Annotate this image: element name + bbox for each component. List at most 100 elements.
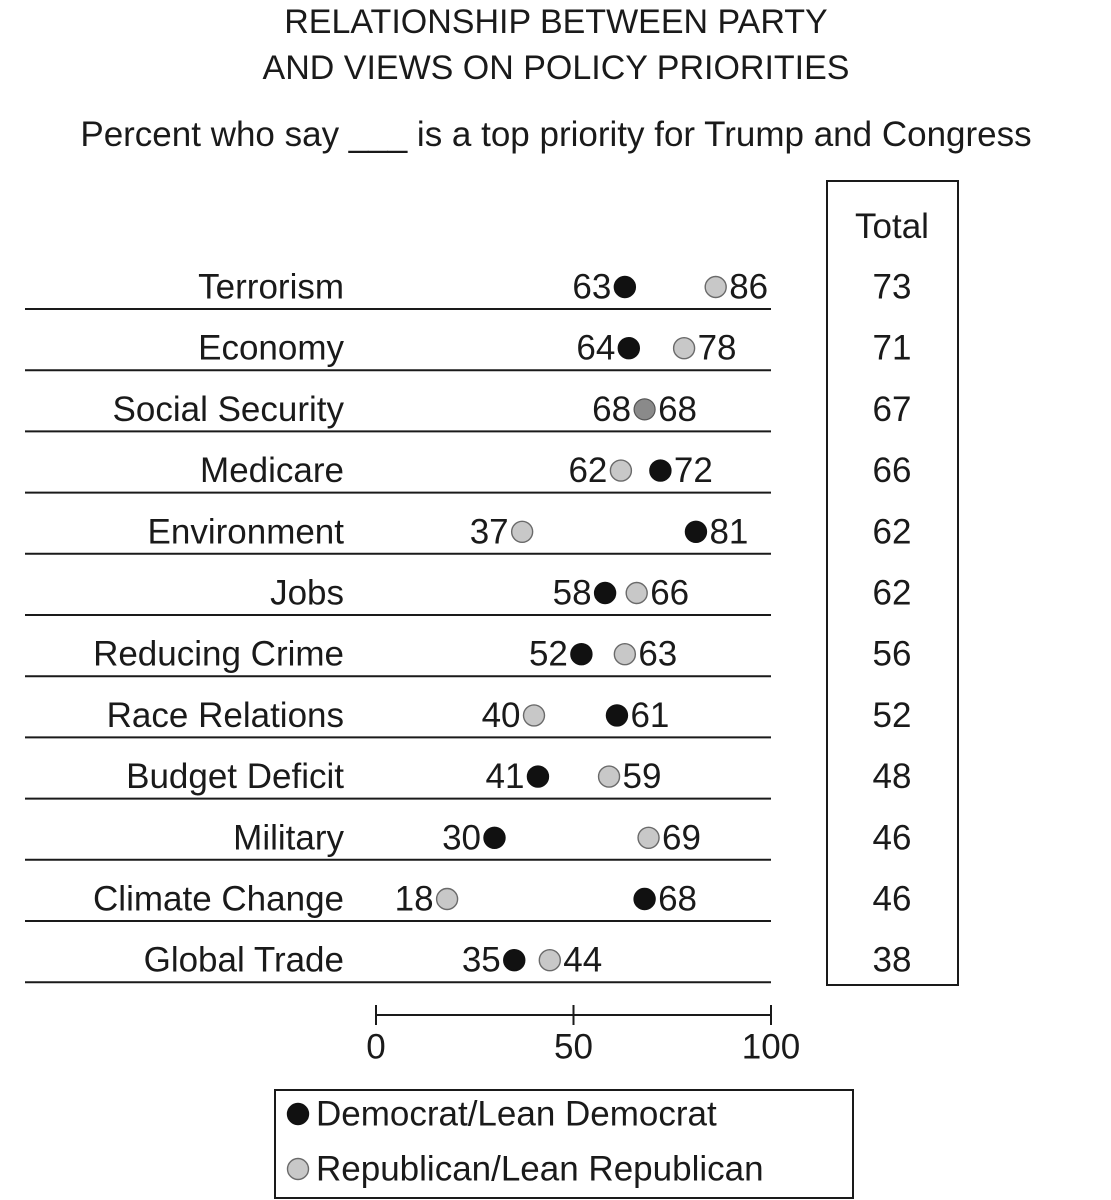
- republican-value-label: 40: [482, 696, 521, 735]
- total-value: 48: [873, 757, 912, 796]
- total-value: 62: [873, 512, 912, 551]
- category-label: Climate Change: [93, 880, 344, 919]
- democrat-value-label: 63: [572, 268, 611, 307]
- republican-point: [538, 949, 561, 972]
- chart-row: Global Trade 38 35 44: [25, 941, 912, 984]
- republican-value-label: 66: [650, 574, 689, 613]
- total-value: 46: [873, 880, 912, 919]
- chart-row: Military 46 30 69: [25, 818, 912, 861]
- democrat-point: [570, 643, 593, 666]
- x-tick-label: 100: [742, 1028, 800, 1067]
- chart-row: Economy 71 64 78: [25, 329, 912, 372]
- chart-row: Race Relations 52 61 40: [25, 696, 912, 739]
- chart-rows: Terrorism 73 63 86 Economy 71 64 78 Social Secur…: [25, 268, 912, 984]
- republican-point: [510, 520, 534, 543]
- democrat-value-label: 35: [462, 941, 501, 980]
- democrat-point: [503, 949, 526, 972]
- democrat-point: [617, 337, 640, 360]
- republican-value-label: 86: [729, 268, 768, 307]
- legend: Democrat/Lean Democrat Republican/Lean Re…: [274, 1089, 854, 1199]
- total-value: 66: [873, 451, 912, 490]
- democrat-value-label: 68: [592, 390, 631, 429]
- category-label: Economy: [198, 329, 344, 368]
- chart-row: Environment 62 81 37: [25, 512, 912, 555]
- chart-title-line-1: RELATIONSHIP BETWEEN PARTY: [284, 3, 828, 41]
- category-label: Military: [233, 818, 344, 857]
- chart-row: Terrorism 73 63 86: [25, 268, 911, 310]
- total-value: 67: [873, 390, 912, 429]
- republican-value-label: 62: [568, 451, 607, 490]
- democrat-point: [613, 275, 637, 299]
- democrat-point: [684, 520, 708, 543]
- total-value: 52: [873, 696, 912, 735]
- chart-row: Social Security 67 68 68: [25, 390, 912, 433]
- republican-point: [625, 581, 648, 605]
- republican-value-label: 37: [470, 512, 509, 551]
- total-value: 46: [873, 818, 912, 857]
- democrat-point: [649, 459, 672, 482]
- republican-value-label: 59: [623, 757, 662, 796]
- legend-marker: [286, 1157, 310, 1181]
- total-value: 62: [873, 574, 912, 613]
- chart-row: Budget Deficit 48 41 59: [25, 757, 912, 800]
- category-label: Race Relations: [107, 696, 344, 735]
- democrat-point: [483, 826, 506, 849]
- republican-point: [637, 826, 660, 849]
- democrat-value-label: 52: [529, 635, 568, 674]
- republican-value-label: 78: [698, 329, 737, 368]
- total-value: 56: [873, 635, 912, 674]
- republican-value-label: 69: [662, 818, 701, 857]
- x-tick-label: 0: [366, 1028, 385, 1067]
- category-label: Terrorism: [198, 268, 344, 307]
- republican-point: [435, 887, 459, 911]
- category-label: Social Security: [113, 390, 345, 429]
- category-label: Budget Deficit: [126, 757, 344, 796]
- legend-label: Democrat/Lean Democrat: [316, 1095, 717, 1134]
- republican-value-label: 18: [395, 880, 434, 919]
- legend-box: [274, 1089, 854, 1199]
- category-label: Environment: [148, 512, 345, 551]
- chart-subtitle: Percent who say ___ is a top priority fo…: [80, 115, 1031, 154]
- chart-row: Reducing Crime 56 52 63: [25, 635, 912, 678]
- democrat-value-label: 41: [486, 757, 525, 796]
- republican-point: [597, 765, 621, 788]
- republican-point: [613, 643, 637, 666]
- chart-row: Jobs 62 58 66: [25, 574, 911, 616]
- democrat-point: [593, 581, 617, 605]
- total-value: 38: [873, 941, 912, 980]
- total-value: 71: [873, 329, 912, 368]
- category-label: Global Trade: [144, 941, 344, 980]
- republican-value-label: 63: [638, 635, 677, 674]
- democrat-value-label: 81: [709, 512, 748, 551]
- total-column-header: Total: [855, 207, 929, 246]
- democrat-point: [526, 765, 550, 788]
- legend-marker: [286, 1102, 310, 1126]
- republican-point: [704, 275, 727, 299]
- category-label: Medicare: [200, 451, 344, 490]
- democrat-value-label: 61: [630, 696, 669, 735]
- democrat-point: [633, 887, 656, 911]
- democrat-value-label: 58: [553, 574, 592, 613]
- republican-point: [672, 337, 696, 360]
- chart-title-line-2: AND VIEWS ON POLICY PRIORITIES: [263, 49, 850, 87]
- total-column-box: [826, 180, 959, 986]
- legend-label: Republican/Lean Republican: [316, 1150, 764, 1189]
- chart-title: RELATIONSHIP BETWEEN PARTY AND VIEWS ON …: [263, 3, 850, 87]
- overlap-point: [633, 398, 656, 421]
- republican-value-label: 44: [563, 941, 602, 980]
- republican-value-label: 68: [658, 390, 697, 429]
- chart-row: Medicare 66 72 62: [25, 451, 912, 494]
- democrat-point: [605, 704, 629, 727]
- democrat-value-label: 30: [442, 818, 481, 857]
- x-axis: 0 50 100: [366, 1005, 800, 1067]
- democrat-value-label: 72: [674, 451, 713, 490]
- total-value: 73: [873, 268, 912, 307]
- chart-row: Climate Change 46 68 18: [25, 880, 911, 922]
- category-label: Jobs: [270, 574, 344, 613]
- category-label: Reducing Crime: [93, 635, 344, 674]
- republican-point: [609, 459, 633, 482]
- republican-point: [522, 704, 546, 727]
- democrat-value-label: 64: [576, 329, 615, 368]
- x-tick-label: 50: [554, 1028, 593, 1067]
